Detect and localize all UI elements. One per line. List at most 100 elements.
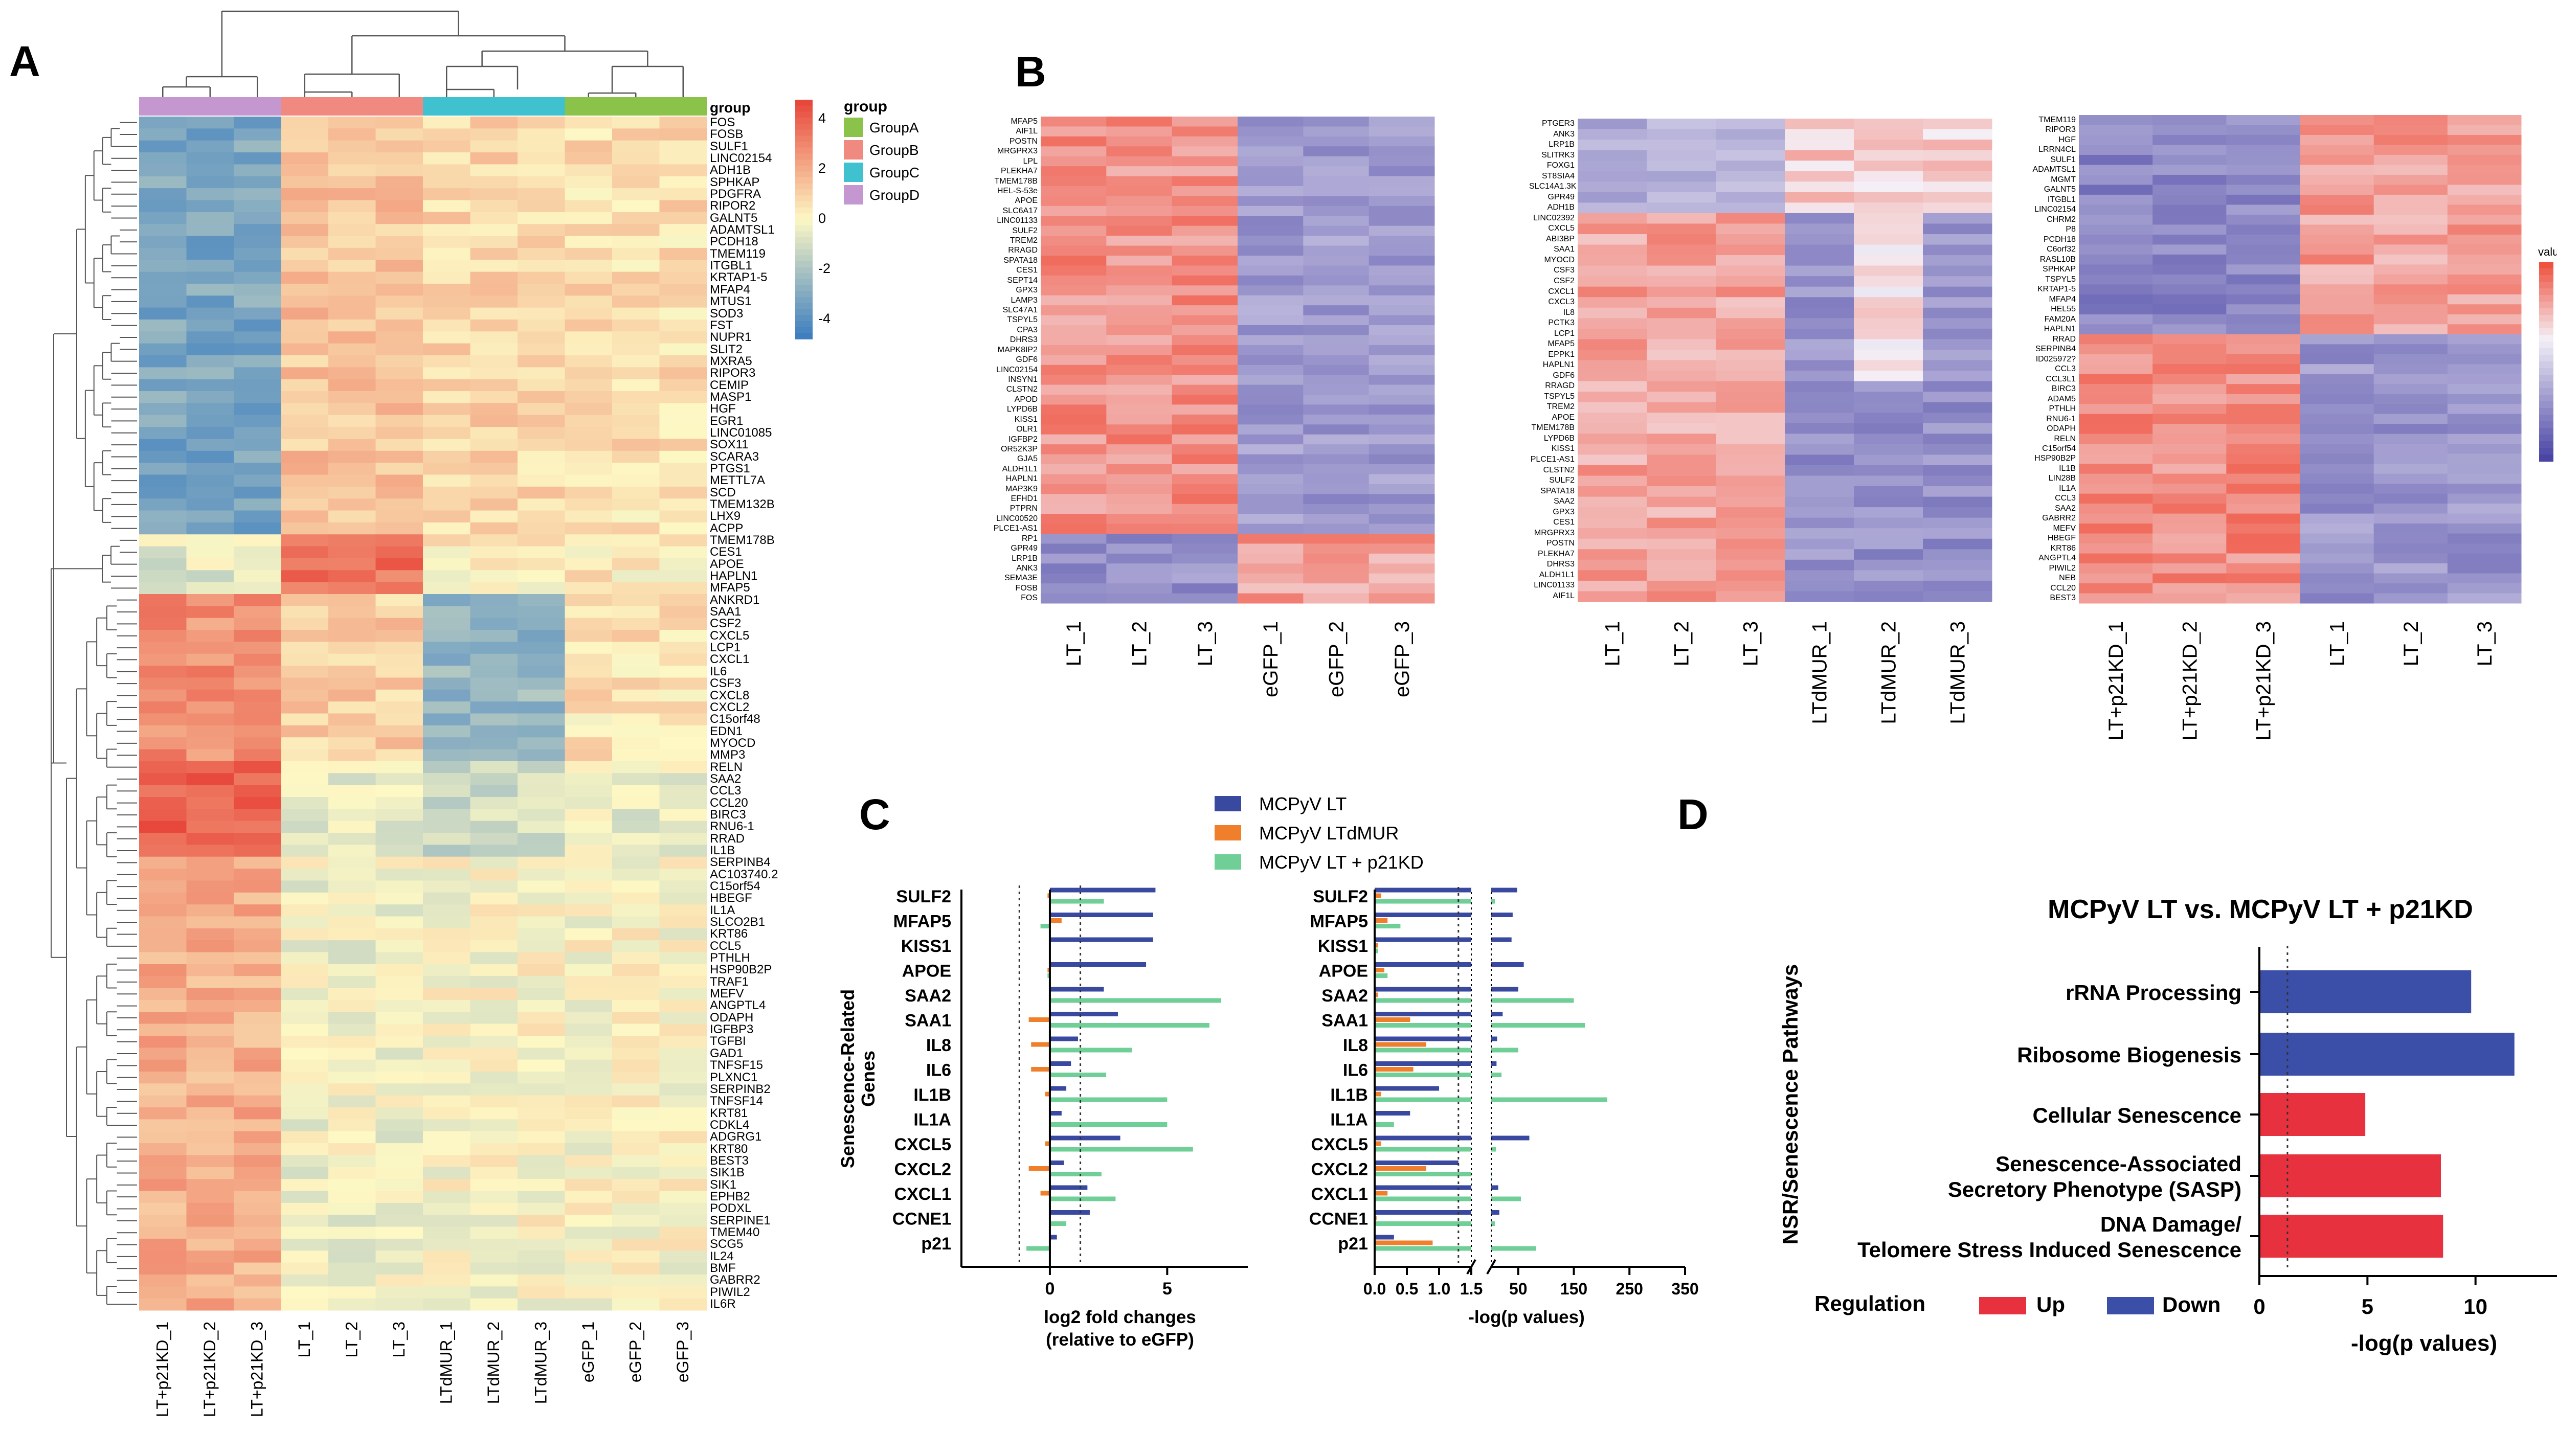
heatmap-cell [2300, 334, 2374, 345]
heatmap-cell [2152, 384, 2227, 395]
heatmap-cell [612, 570, 660, 583]
heatmap-cell [2447, 185, 2522, 195]
heatmap-cell [328, 1119, 376, 1132]
heatmap-cell [1303, 553, 1370, 564]
heatmap-cell [518, 1119, 565, 1132]
heatmap-cell [1106, 553, 1173, 564]
heatmap-cell [423, 570, 470, 583]
heatmap-cell [234, 1298, 281, 1311]
heatmap-cell [1106, 186, 1173, 196]
heatmap-cell [1106, 444, 1173, 455]
heatmap-cell [1041, 345, 1107, 355]
heatmap-cell [186, 367, 234, 380]
heatmap-cell [612, 295, 660, 308]
gene-label: ACPP [710, 521, 744, 535]
heatmap-cell [612, 594, 660, 606]
heatmap-cell [328, 761, 376, 774]
heatmap-cell [2300, 154, 2374, 165]
heatmap-cell [612, 988, 660, 1000]
heatmap-cell [470, 1298, 518, 1311]
heatmap-cell [2152, 115, 2227, 125]
heatmap-cell [1854, 570, 1923, 581]
heatmap-cell [234, 558, 281, 571]
heatmap-cell [1647, 265, 1716, 277]
heatmap-cell [2300, 254, 2374, 265]
heatmap-cell [1854, 161, 1923, 172]
sample-label: LT_3 [1194, 621, 1217, 666]
chart-title: MCPyV LT vs. MCPyV LT + p21KD [2048, 895, 2473, 924]
heatmap-cell [565, 176, 613, 189]
heatmap-cell [186, 952, 234, 965]
heatmap-cell [328, 1274, 376, 1287]
heatmap-cell [1369, 534, 1435, 544]
heatmap-cell [281, 236, 329, 248]
heatmap-cell [470, 260, 518, 272]
heatmap-cell [2300, 314, 2374, 325]
heatmap-cell [281, 880, 329, 893]
heatmap-cell [1172, 494, 1238, 505]
heatmap-cell [1785, 223, 1854, 235]
heatmap-cell [1923, 223, 1992, 235]
heatmap-cell [2079, 294, 2153, 305]
heatmap-cell [565, 391, 613, 403]
heatmap-cell [2079, 384, 2153, 395]
heatmap-cell [281, 379, 329, 392]
heatmap-cell [2447, 524, 2522, 534]
heatmap-cell [328, 1072, 376, 1084]
heatmap-cell [1578, 486, 1647, 497]
heatmap-cell [234, 439, 281, 451]
sample-label: LTdMUR_3 [531, 1322, 550, 1404]
heatmap-cell [281, 439, 329, 451]
heatmap-3-gene-label: SULF1 [2050, 155, 2076, 164]
heatmap-cell [281, 558, 329, 571]
heatmap-cell [612, 498, 660, 511]
heatmap-cell [1106, 275, 1173, 286]
heatmap-cell [565, 379, 613, 392]
heatmap-cell [565, 498, 613, 511]
heatmap-cell [565, 1238, 613, 1251]
heatmap-cell [1303, 543, 1370, 554]
heatmap-cell [2373, 573, 2448, 584]
heatmap-cell [659, 260, 707, 272]
heatmap-cell [659, 689, 707, 702]
heatmap-cell [1369, 295, 1435, 306]
heatmap-cell [1647, 591, 1716, 602]
heatmap-cell [139, 1238, 187, 1251]
heatmap-cell [234, 1238, 281, 1251]
heatmap-cell [328, 1202, 376, 1215]
sample-label: LT+p21KD_2 [200, 1322, 219, 1417]
heatmap-cell [1238, 335, 1304, 346]
heatmap-cell [1303, 434, 1370, 445]
heatmap-cell [1369, 514, 1435, 525]
heatmap-cell [1369, 186, 1435, 196]
heatmap-cell [1238, 206, 1304, 216]
heatmap-cell [139, 403, 187, 416]
legend-gradient-step [2539, 335, 2553, 342]
sample-label: eGFP_3 [674, 1322, 692, 1382]
heatmap-cell [139, 833, 187, 845]
heatmap-cell [470, 1072, 518, 1084]
heatmap-cell [186, 1131, 234, 1144]
heatmap-cell [518, 427, 565, 439]
heatmap-cell [2079, 174, 2153, 185]
heatmap-cell [234, 701, 281, 714]
heatmap-cell [470, 988, 518, 1000]
sample-label: LTdMUR_1 [1809, 621, 1831, 724]
heatmap-cell [375, 999, 423, 1012]
heatmap-cell [1041, 285, 1107, 296]
heatmap-cell [612, 379, 660, 392]
heatmap-cell [328, 295, 376, 308]
legend-gradient-step [795, 255, 813, 262]
gene-label: TMEM178B [710, 533, 775, 548]
heatmap-cell [139, 367, 187, 380]
heatmap-cell [518, 534, 565, 547]
heatmap-cell [1369, 245, 1435, 256]
heatmap-cell [2079, 284, 2153, 295]
heatmap-1-gene-label: GJA5 [1017, 454, 1038, 464]
heatmap-cell [1041, 543, 1107, 554]
heatmap-cell [328, 869, 376, 881]
group-cell [375, 97, 423, 116]
legend-gradient-step [795, 309, 813, 315]
heatmap-3-gene-label: CHRM2 [2047, 215, 2076, 224]
heatmap-cell [2152, 354, 2227, 365]
